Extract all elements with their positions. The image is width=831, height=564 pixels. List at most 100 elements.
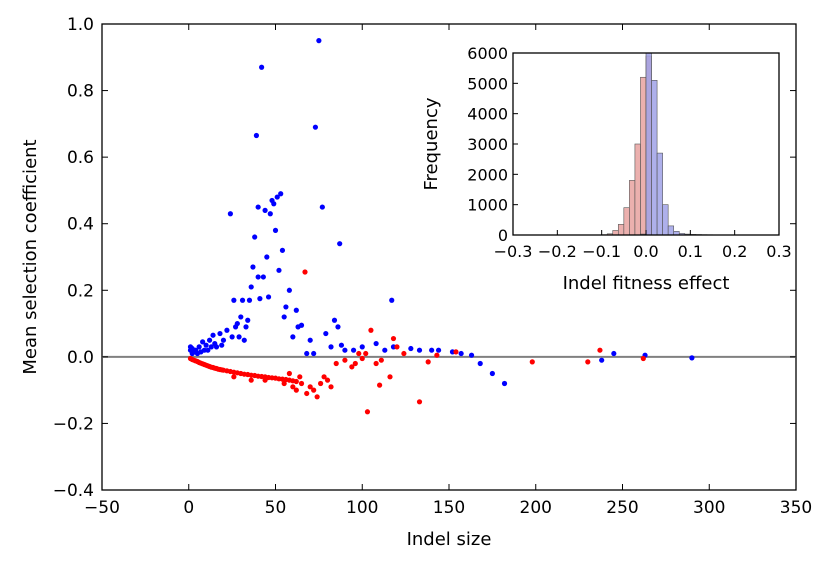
positive-point xyxy=(278,191,284,197)
positive-effect-histogram-bar xyxy=(651,80,658,236)
positive-point xyxy=(319,204,325,210)
positive-point xyxy=(224,327,230,333)
positive-point xyxy=(359,344,365,350)
negative-point xyxy=(318,380,324,387)
positive-point xyxy=(203,342,209,348)
positive-point xyxy=(274,194,280,200)
positive-point xyxy=(255,274,261,280)
positive-point xyxy=(255,204,261,210)
positive-point xyxy=(389,297,395,303)
negative-point xyxy=(401,350,407,357)
negative-point xyxy=(321,374,327,380)
negative-point xyxy=(293,378,299,385)
positive-point xyxy=(468,352,475,358)
positive-point xyxy=(279,247,286,253)
positive-point xyxy=(689,355,695,361)
positive-point xyxy=(298,322,305,328)
positive-point xyxy=(257,296,263,302)
negative-effect-histogram-bar xyxy=(617,224,625,236)
negative-point xyxy=(390,335,397,342)
positive-effect-histogram-bar xyxy=(667,225,675,236)
positive-point xyxy=(489,370,495,377)
negative-point xyxy=(349,364,355,370)
positive-point xyxy=(234,320,240,327)
positive-point xyxy=(243,324,249,330)
positive-point xyxy=(312,124,319,130)
positive-point xyxy=(323,330,329,337)
negative-point xyxy=(290,384,296,390)
y-tick-label: −0.2 xyxy=(53,414,94,434)
positive-point xyxy=(271,201,277,207)
positive-point xyxy=(373,340,379,347)
positive-point xyxy=(337,241,343,247)
scatter-points xyxy=(187,38,695,415)
negative-point xyxy=(352,360,358,367)
positive-point xyxy=(250,264,256,270)
positive-point xyxy=(205,347,211,353)
x-axis-label: Indel size xyxy=(407,529,492,550)
positive-point xyxy=(477,360,483,367)
positive-point xyxy=(293,307,299,313)
positive-point xyxy=(196,344,202,350)
negative-point xyxy=(302,269,308,275)
positive-point xyxy=(342,347,348,353)
positive-point xyxy=(241,337,247,343)
positive-point xyxy=(599,357,605,363)
positive-point xyxy=(335,324,341,330)
negative-point xyxy=(314,394,320,400)
negative-effect-histogram-bar xyxy=(634,143,641,236)
positive-point xyxy=(276,267,282,273)
positive-point xyxy=(458,350,464,357)
y-tick-label: 0.2 xyxy=(67,281,94,301)
x-tick-label: 250 xyxy=(606,498,638,518)
inset-x-tick-label: 0.1 xyxy=(678,242,703,261)
positive-point xyxy=(213,344,220,350)
positive-point xyxy=(307,337,313,343)
positive-point xyxy=(200,339,206,345)
negative-point xyxy=(304,390,310,397)
inset-x-axis-ticks: −0.3 −0.2 −0.1 0.0 0.1 0.2 0.3 xyxy=(494,230,792,261)
negative-point xyxy=(364,409,371,415)
negative-point xyxy=(378,357,384,363)
negative-point xyxy=(333,360,339,367)
positive-point xyxy=(382,347,388,353)
negative-point xyxy=(377,382,383,388)
negative-point xyxy=(311,387,317,393)
negative-point xyxy=(368,327,374,333)
negative-point xyxy=(281,380,287,387)
negative-point xyxy=(342,357,348,363)
positive-point xyxy=(245,317,251,323)
negative-point xyxy=(363,350,369,357)
x-tick-label: 100 xyxy=(346,498,378,518)
positive-point xyxy=(236,334,242,340)
inset-y-tick-label: 3000 xyxy=(467,135,508,154)
positive-point xyxy=(304,350,310,357)
positive-effect-histogram-bar xyxy=(662,204,669,236)
negative-point xyxy=(293,387,299,393)
inset-y-tick-label: 4000 xyxy=(467,105,508,124)
y-tick-label: 0.6 xyxy=(67,148,94,168)
negative-point xyxy=(328,384,334,390)
positive-point xyxy=(262,207,268,213)
inset-x-tick-label: 0.0 xyxy=(633,242,658,261)
y-tick-label: −0.4 xyxy=(53,481,94,501)
negative-effect-histogram-bar xyxy=(629,180,636,236)
positive-point xyxy=(311,350,317,357)
positive-point xyxy=(264,254,270,260)
negative-point xyxy=(394,344,400,350)
negative-point xyxy=(356,350,362,357)
negative-point xyxy=(425,359,431,365)
positive-point xyxy=(416,347,423,353)
positive-point xyxy=(408,345,414,352)
positive-point xyxy=(206,337,213,343)
positive-point xyxy=(238,314,244,320)
positive-point xyxy=(217,330,223,337)
positive-point xyxy=(286,287,292,293)
positive-point xyxy=(331,317,338,323)
inset-y-tick-label: 0 xyxy=(498,226,508,245)
inset-y-axis-label: Frequency xyxy=(421,97,442,190)
positive-point xyxy=(429,347,435,353)
positive-point xyxy=(208,344,214,350)
positive-point xyxy=(229,334,235,340)
